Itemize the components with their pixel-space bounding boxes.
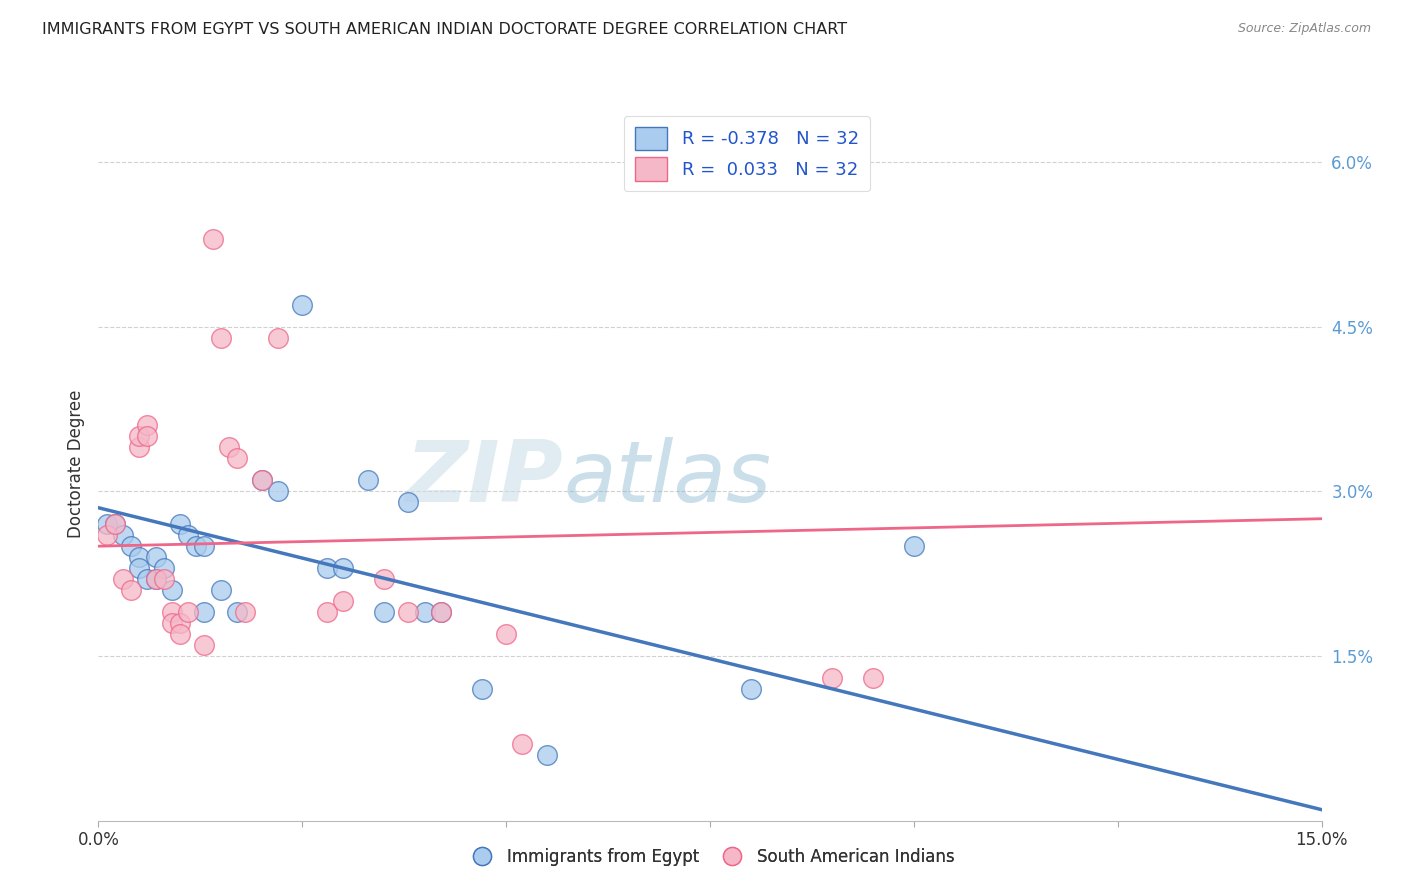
Point bbox=[315, 605, 337, 619]
Point bbox=[145, 550, 167, 565]
Point bbox=[903, 539, 925, 553]
Y-axis label: Doctorate Degree: Doctorate Degree bbox=[66, 390, 84, 538]
Point bbox=[250, 473, 273, 487]
Point bbox=[373, 605, 395, 619]
Point bbox=[430, 605, 453, 619]
Point bbox=[186, 539, 208, 553]
Point bbox=[160, 583, 183, 598]
Legend: Immigrants from Egypt, South American Indians: Immigrants from Egypt, South American In… bbox=[458, 842, 962, 873]
Point bbox=[495, 627, 517, 641]
Point bbox=[177, 605, 200, 619]
Point bbox=[160, 615, 183, 630]
Point bbox=[193, 638, 215, 652]
Point bbox=[740, 681, 762, 696]
Point bbox=[821, 671, 844, 685]
Point bbox=[152, 561, 174, 575]
Point bbox=[413, 605, 436, 619]
Point bbox=[267, 484, 290, 499]
Point bbox=[396, 605, 419, 619]
Point bbox=[233, 605, 256, 619]
Text: Source: ZipAtlas.com: Source: ZipAtlas.com bbox=[1237, 22, 1371, 36]
Point bbox=[111, 528, 134, 542]
Point bbox=[169, 517, 191, 532]
Point bbox=[291, 298, 314, 312]
Point bbox=[218, 441, 240, 455]
Text: ZIP: ZIP bbox=[405, 436, 564, 520]
Point bbox=[120, 539, 142, 553]
Text: IMMIGRANTS FROM EGYPT VS SOUTH AMERICAN INDIAN DOCTORATE DEGREE CORRELATION CHAR: IMMIGRANTS FROM EGYPT VS SOUTH AMERICAN … bbox=[42, 22, 848, 37]
Point bbox=[152, 572, 174, 586]
Point bbox=[169, 615, 191, 630]
Point bbox=[250, 473, 273, 487]
Point bbox=[120, 583, 142, 598]
Point bbox=[193, 539, 215, 553]
Point bbox=[128, 429, 150, 443]
Point bbox=[209, 583, 232, 598]
Point bbox=[136, 429, 159, 443]
Point bbox=[226, 451, 249, 466]
Point bbox=[169, 627, 191, 641]
Point bbox=[536, 747, 558, 762]
Point bbox=[201, 232, 224, 246]
Point bbox=[267, 330, 290, 344]
Point bbox=[356, 473, 378, 487]
Point bbox=[332, 594, 354, 608]
Point bbox=[862, 671, 884, 685]
Point bbox=[128, 561, 150, 575]
Point bbox=[177, 528, 200, 542]
Point bbox=[226, 605, 249, 619]
Point bbox=[111, 572, 134, 586]
Point bbox=[128, 441, 150, 455]
Point bbox=[396, 495, 419, 509]
Point bbox=[160, 605, 183, 619]
Point bbox=[193, 605, 215, 619]
Point bbox=[145, 572, 167, 586]
Point bbox=[136, 418, 159, 433]
Point bbox=[96, 517, 118, 532]
Point bbox=[471, 681, 494, 696]
Point bbox=[128, 550, 150, 565]
Point bbox=[209, 330, 232, 344]
Point bbox=[104, 517, 127, 532]
Point bbox=[136, 572, 159, 586]
Point bbox=[373, 572, 395, 586]
Point bbox=[145, 572, 167, 586]
Point bbox=[315, 561, 337, 575]
Point bbox=[430, 605, 453, 619]
Point bbox=[104, 517, 127, 532]
Point bbox=[512, 737, 534, 751]
Point bbox=[96, 528, 118, 542]
Text: atlas: atlas bbox=[564, 436, 772, 520]
Point bbox=[332, 561, 354, 575]
